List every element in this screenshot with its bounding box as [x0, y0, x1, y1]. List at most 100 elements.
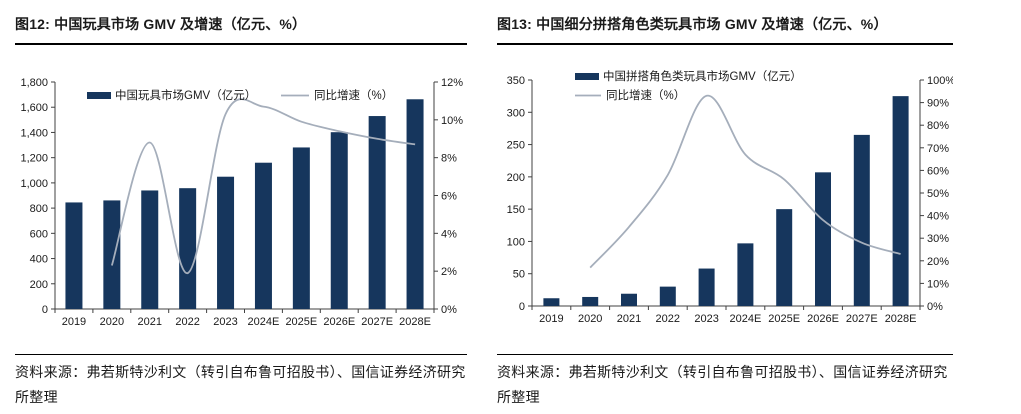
legend-line-label: 同比增速（%）: [314, 88, 393, 102]
x-axis-category-label: 2021: [138, 316, 162, 328]
x-axis-category-label: 2024E: [729, 313, 761, 325]
x-axis-category-label: 2025E: [768, 313, 800, 325]
bar-2028E: [892, 96, 909, 306]
bar-2025E: [292, 147, 310, 309]
right-axis-tick-label: 80%: [927, 120, 949, 132]
x-axis-category-label: 2022: [175, 316, 199, 328]
right-axis-tick-label: 90%: [927, 98, 949, 110]
right-axis-tick-label: 0%: [441, 304, 457, 316]
right-axis-tick-label: 10%: [927, 278, 949, 290]
source-note: 资料来源：弗若斯特沙利文（转引自布鲁可招股书）、国信证券经济研究所整理: [497, 354, 953, 410]
left-axis-tick-label: 1,600: [20, 102, 48, 114]
bar-2026E: [815, 172, 831, 306]
right-axis-tick-label: 60%: [927, 165, 949, 177]
source-note: 资料来源：弗若斯特沙利文（转引自布鲁可招股书）、国信证券经济研究所整理: [15, 354, 467, 410]
left-axis-tick-label: 1,800: [20, 77, 48, 89]
figure-title: 图12: 中国玩具市场 GMV 及增速（亿元、%）: [15, 6, 467, 45]
legend-bar-label: 中国玩具市场GMV（亿元）: [115, 88, 256, 102]
bar-2020: [103, 200, 121, 309]
right-axis-tick-label: 12%: [441, 77, 463, 89]
left-axis-tick-label: 200: [30, 279, 48, 291]
right-axis-tick-label: 40%: [927, 211, 949, 223]
x-axis-category-label: 2027E: [846, 313, 878, 325]
axis-ticks: [528, 79, 924, 310]
x-axis-category-label: 2020: [578, 313, 602, 325]
x-axis-category-label: 2021: [617, 313, 641, 325]
bar-2021: [621, 293, 637, 306]
x-axis-category-label: 2020: [100, 316, 124, 328]
bar-2027E: [368, 116, 386, 309]
legend: 中国拼搭角色类玩具市场GMV（亿元） 同比增速（%）: [575, 69, 802, 102]
figure-title: 图13: 中国细分拼搭角色类玩具市场 GMV 及增速（亿元、%）: [497, 6, 953, 45]
x-axis-category-label: 2027E: [361, 316, 393, 328]
right-axis-tick-label: 100%: [927, 75, 953, 87]
right-axis-tick-label: 30%: [927, 233, 949, 245]
x-axis-category-label: 2023: [213, 316, 237, 328]
axis-labels: 0 50 100 150 200 250 300 350 0% 10% 20% 30% 40% 50% 60…: [507, 75, 953, 325]
gmv-bars: [543, 96, 909, 306]
growth-line: [110, 98, 416, 275]
x-axis-category-label: 2019: [62, 316, 86, 328]
gmv-bars: [65, 99, 424, 309]
left-axis-tick-label: 1,000: [20, 178, 48, 190]
left-axis-tick-label: 350: [507, 75, 525, 87]
toy-market-gmv-chart: 0 200 400 600 800 1,000 1,200 1,400 1,600 1,800 0%…: [20, 77, 463, 328]
bar-2019: [543, 298, 560, 306]
x-axis-category-label: 2019: [539, 313, 563, 325]
x-axis-category-label: 2022: [656, 313, 680, 325]
bar-2027E: [853, 134, 870, 306]
left-axis-tick-label: 1,200: [20, 153, 48, 165]
legend-bar-swatch: [575, 73, 599, 80]
bar-2023: [698, 268, 715, 306]
left-axis-tick-label: 150: [507, 204, 525, 216]
x-axis-category-label: 2023: [694, 313, 718, 325]
axis-labels: 0 200 400 600 800 1,000 1,200 1,400 1,600 1,800 0%…: [20, 77, 463, 328]
x-axis-category-label: 2025E: [285, 316, 317, 328]
legend-bar-swatch: [87, 92, 111, 99]
right-axis-tick-label: 50%: [927, 188, 949, 200]
left-axis-tick-label: 0: [519, 301, 525, 313]
bar-2020: [582, 296, 599, 306]
left-axis-tick-label: 250: [507, 140, 525, 152]
legend-bar-label: 中国拼搭角色类玩具市场GMV（亿元）: [603, 69, 802, 83]
left-axis-tick-label: 300: [507, 107, 525, 119]
bar-2021: [141, 190, 159, 309]
left-axis-tick-label: 400: [30, 254, 48, 266]
x-axis-category-label: 2024E: [248, 316, 280, 328]
right-axis-tick-label: 70%: [927, 143, 949, 155]
x-axis-category-label: 2026E: [323, 316, 355, 328]
right-axis-tick-label: 8%: [441, 153, 457, 165]
bar-2019: [65, 202, 83, 309]
left-axis-tick-label: 800: [30, 203, 48, 215]
x-axis-category-label: 2028E: [885, 313, 917, 325]
left-axis-tick-label: 200: [507, 172, 525, 184]
legend-line-label: 同比增速（%）: [606, 88, 685, 102]
bar-2024E: [737, 243, 754, 306]
left-axis-tick-label: 600: [30, 228, 48, 240]
figure-13: 图13: 中国细分拼搭角色类玩具市场 GMV 及增速（亿元、%） 0 50 100 1…: [497, 6, 953, 410]
left-axis-tick-label: 1,400: [20, 127, 48, 139]
axis-ticks: [51, 81, 438, 313]
bar-2022: [179, 188, 197, 309]
x-axis-category-label: 2026E: [807, 313, 839, 325]
right-axis-tick-label: 20%: [927, 256, 949, 268]
right-axis-tick-label: 4%: [441, 228, 457, 240]
left-axis-tick-label: 0: [42, 304, 48, 316]
assembly-toy-gmv-chart: 0 50 100 150 200 250 300 350 0% 10% 20% 30% 40% 50% 60…: [507, 69, 953, 325]
bar-2024E: [254, 162, 272, 309]
right-axis-tick-label: 6%: [441, 191, 457, 203]
figure-12: 图12: 中国玩具市场 GMV 及增速（亿元、%） 0 200 400 600 800 1…: [15, 6, 467, 410]
left-axis-tick-label: 50: [513, 269, 525, 281]
bar-2023: [217, 176, 235, 309]
bar-2022: [659, 286, 676, 306]
bar-2025E: [776, 209, 793, 306]
left-axis-tick-label: 100: [507, 236, 525, 248]
bar-2028E: [406, 99, 424, 309]
right-axis-tick-label: 0%: [927, 301, 943, 313]
growth-line: [589, 94, 901, 269]
legend: 中国玩具市场GMV（亿元） 同比增速（%）: [87, 88, 393, 102]
right-axis-tick-label: 10%: [441, 115, 463, 127]
right-axis-tick-label: 2%: [441, 266, 457, 278]
x-axis-category-label: 2028E: [399, 316, 431, 328]
bar-2026E: [330, 132, 348, 309]
